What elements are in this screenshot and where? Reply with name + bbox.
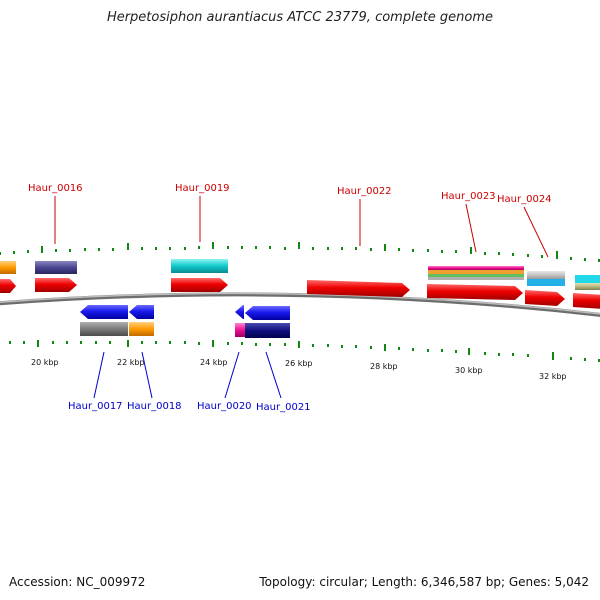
bottom-tick-row	[9, 340, 600, 362]
forward-cds-arrow	[427, 284, 523, 300]
gene-label-haur-0017[interactable]: Haur_0017	[68, 401, 123, 412]
annotation-bar	[527, 271, 565, 279]
forward-cds-arrow	[0, 279, 16, 293]
scale-label-22kbp: 22 kbp	[117, 358, 145, 367]
reverse-cds-arrow	[129, 305, 154, 319]
annotation-bar	[575, 283, 600, 290]
gene-leader-lines	[54, 196, 549, 399]
annotation-bar	[0, 261, 16, 274]
reverse-cds-arrows	[80, 305, 290, 320]
gene-label-haur-0022[interactable]: Haur_0022	[337, 186, 392, 197]
annotation-bar	[428, 277, 524, 280]
topology-text: Topology: circular; Length: 6,346,587 bp…	[259, 575, 589, 589]
gene-label-haur-0020[interactable]: Haur_0020	[197, 401, 252, 412]
scale-label-24kbp: 24 kbp	[200, 358, 228, 367]
forward-cds-arrow	[525, 290, 565, 306]
genome-backbone	[0, 292, 600, 317]
gene-label-haur-0021[interactable]: Haur_0021	[256, 402, 311, 413]
annotation-bar	[428, 266, 524, 270]
reverse-cds-arrow	[80, 305, 128, 319]
annotation-bar	[245, 323, 290, 338]
scale-label-28kbp: 28 kbp	[370, 362, 398, 371]
accession-text: Accession: NC_009972	[9, 575, 146, 589]
scale-label-26kbp: 26 kbp	[285, 359, 313, 368]
genome-backbone-highlight	[0, 292, 600, 315]
scale-label-20kbp: 20 kbp	[31, 358, 59, 367]
gene-label-haur-0016[interactable]: Haur_0016	[28, 183, 83, 194]
reverse-cds-arrow	[235, 305, 244, 319]
annotation-bar	[129, 322, 154, 336]
annotation-bar	[80, 322, 128, 336]
annotation-bar	[35, 261, 77, 274]
forward-cds-arrow	[171, 278, 228, 292]
gene-label-haur-0019[interactable]: Haur_0019	[175, 183, 230, 194]
gene-label-haur-0023[interactable]: Haur_0023	[441, 191, 496, 202]
forward-cds-arrow	[573, 293, 600, 309]
forward-cds-arrow	[35, 278, 77, 292]
gene-label-haur-0024[interactable]: Haur_0024	[497, 194, 552, 205]
genome-title: Herpetosiphon aurantiacus ATCC 23779, co…	[106, 10, 494, 25]
gene-label-haur-0018[interactable]: Haur_0018	[127, 401, 182, 412]
forward-annotation-bars	[0, 259, 600, 290]
top-tick-row	[0, 242, 600, 262]
annotation-bar	[575, 275, 600, 283]
scale-label-30kbp: 30 kbp	[455, 366, 483, 375]
forward-cds-arrows	[0, 278, 600, 309]
annotation-bar	[527, 279, 565, 286]
reverse-cds-arrow	[245, 306, 290, 320]
scale-label-32kbp: 32 kbp	[539, 372, 567, 381]
annotation-bar	[428, 270, 524, 274]
reverse-annotation-bars	[80, 322, 290, 338]
annotation-bar	[428, 274, 524, 277]
annotation-bar	[171, 259, 228, 273]
forward-cds-arrow	[307, 280, 410, 297]
annotation-bar	[235, 323, 245, 337]
